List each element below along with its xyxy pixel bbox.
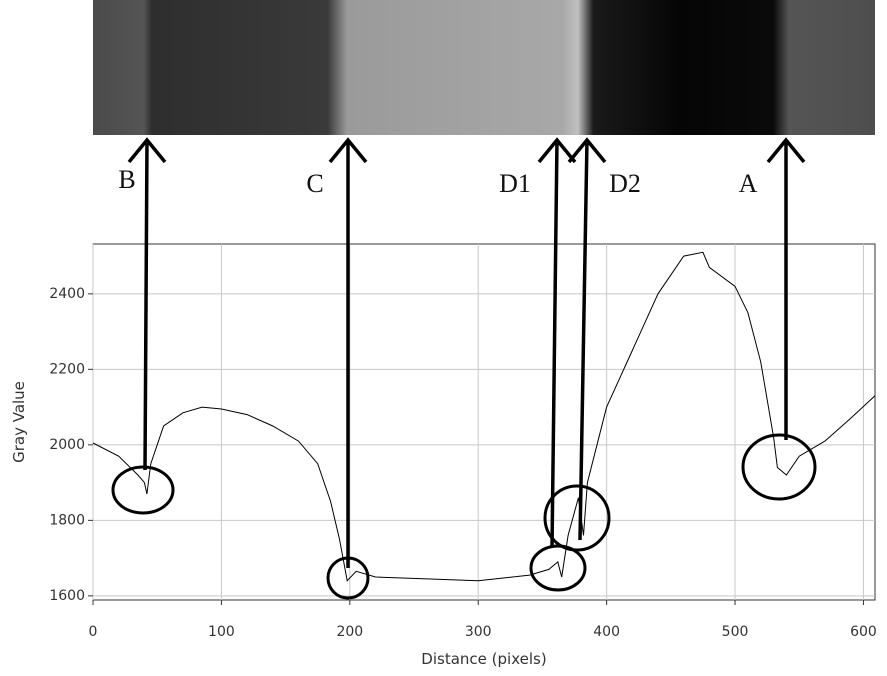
annotation-circle (741, 433, 817, 501)
profile-line (92, 251, 876, 582)
x-tick-label: 400 (593, 624, 620, 640)
x-tick-label: 100 (208, 624, 235, 640)
annotation-circle (111, 465, 175, 515)
arrow-shaft (550, 139, 559, 549)
x-tick-label: 300 (465, 624, 492, 640)
x-tick-label: 200 (336, 624, 363, 640)
annotation-label: D2 (609, 169, 641, 198)
annotation-circle (326, 556, 370, 600)
y-tick-label: 1800 (49, 512, 85, 528)
arrow-shaft (578, 139, 589, 541)
x-tick-label: 0 (89, 624, 98, 640)
arrow-head (127, 137, 167, 164)
arrow-shaft (143, 139, 149, 471)
y-axis-label: Gray Value (10, 381, 28, 463)
arrow-head (766, 137, 806, 164)
annotation-label: A (739, 169, 758, 198)
y-tick-label: 2400 (49, 286, 85, 302)
plot-area (92, 243, 876, 601)
profile-image (93, 0, 875, 135)
annotation-circle (529, 544, 587, 592)
arrow-head (328, 137, 368, 164)
y-tick-label: 1600 (49, 588, 85, 604)
arrow-head (537, 137, 577, 164)
arrow-head (567, 137, 607, 164)
y-tick-label: 2000 (49, 437, 85, 453)
x-axis-label: Distance (pixels) (421, 650, 546, 668)
annotation-label: C (306, 169, 323, 198)
x-tick-label: 600 (850, 624, 877, 640)
annotation-circle (543, 484, 611, 552)
x-tick-label: 500 (722, 624, 749, 640)
y-tick-label: 2200 (49, 361, 85, 377)
annotation-label: D1 (499, 169, 531, 198)
annotation-label: B (118, 165, 135, 194)
